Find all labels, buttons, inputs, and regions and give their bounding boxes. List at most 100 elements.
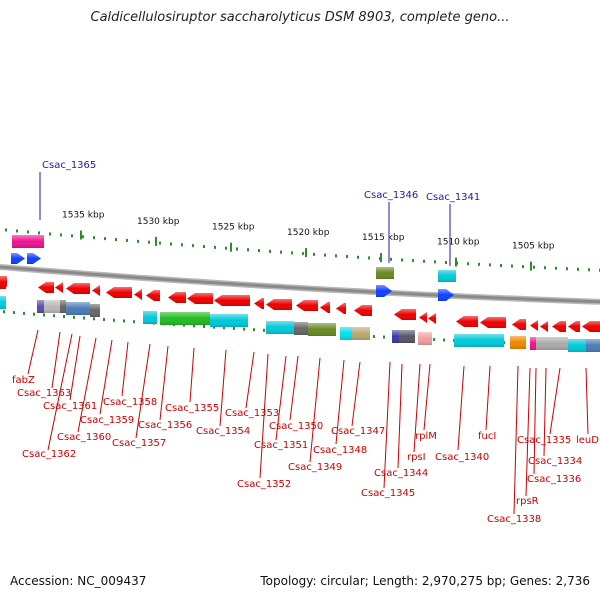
lower-dot [233,326,235,330]
scale-dot [214,245,216,249]
protein-domain-block-shade [530,337,536,350]
protein-domain-block-shade [37,300,44,313]
bottom-label-leader [99,339,113,415]
lower-dot [263,328,265,332]
bottom-label-leader [533,367,537,475]
bottom-label-leader [485,365,491,431]
upper-gene-arrow-shade [11,253,25,264]
bottom-label-leader [543,367,547,457]
scale-dot [533,265,535,269]
scale-dot [445,261,447,265]
scale-dot [192,244,194,248]
bottom-gene-label: Csac_1336 [527,474,581,485]
protein-domain-block-shade [160,312,210,325]
lower-dot [3,310,5,314]
scale-dot [115,238,117,242]
scale-dot [49,232,51,236]
protein-domain-block-shade [0,296,6,309]
gene-arrow-shade [419,312,427,323]
scale-dot [269,249,271,253]
scale-dot [170,242,172,246]
bottom-gene-label: Csac_1348 [313,445,367,456]
bottom-label-leader [397,363,403,469]
protein-domain-block-shade [510,336,526,349]
top-gene-label: Csac_1346 [364,190,418,201]
bottom-gene-label: Csac_1334 [528,456,582,467]
bottom-label-leader [549,367,561,435]
scale-dot [346,255,348,259]
scale-dot [137,239,139,243]
scale-tick-label: 1510 kbp [437,238,480,248]
bottom-gene-label: fucI [478,431,496,442]
bottom-label-leader [309,357,321,463]
protein-domain-block-shade [352,327,370,340]
lower-dot [133,320,135,324]
lower-dot [243,327,245,331]
bottom-gene-label: Csac_1358 [103,397,157,408]
scale-tick-mark [230,242,232,252]
scale-dot [258,249,260,253]
upper-domain-block-shade [12,235,44,248]
scale-tick-label: 1515 kbp [362,233,405,243]
bottom-gene-label: Csac_1353 [225,408,279,419]
scale-dot [489,263,491,267]
bottom-gene-label: Csac_1352 [237,479,291,490]
scale-tick-label: 1505 kbp [512,242,555,252]
gene-arrow-shade [480,317,506,328]
scale-dot [566,267,568,271]
lower-dot [213,325,215,329]
scale-dot [159,241,161,245]
gene-arrow-shade [168,292,186,303]
protein-domain-block-shade [454,334,476,347]
protein-domain-block-shade [399,330,415,343]
bottom-gene-label: Csac_1350 [269,421,323,432]
bottom-label-leader [77,337,97,433]
top-gene-label: Csac_1341 [426,192,480,203]
lower-dot [113,318,115,322]
genome-summary-text: Topology: circular; Length: 2,970,275 bp… [260,574,590,588]
bottom-label-leader [219,349,227,427]
scale-dot [335,254,337,258]
upper-domain-block-shade [376,267,394,279]
lower-dot [373,335,375,339]
scale-dot [467,262,469,266]
lower-dot [23,311,25,315]
bottom-gene-label: rpsR [516,496,539,507]
gene-arrow-shade [134,289,142,300]
protein-domain-block-shade [90,304,100,317]
accession-text: Accession: NC_009437 [10,574,147,588]
gene-arrow-shade [266,299,292,310]
scale-tick-mark [380,253,382,263]
bottom-label-leader [525,367,531,497]
scale-dot [291,251,293,255]
gene-arrow-shade [38,282,54,293]
scale-dot [478,262,480,266]
gene-arrow-shade [336,303,346,314]
lower-dot [103,318,105,322]
protein-domain-block-shade [418,332,432,345]
bottom-gene-label: Csac_1363 [17,388,71,399]
lower-dot [83,316,85,320]
scale-dot [511,264,513,268]
bottom-label-leader [259,353,269,479]
lower-dot [193,324,195,328]
scale-tick-mark [155,236,157,246]
scale-tick-mark [455,257,457,267]
scale-dot [434,260,436,264]
scale-dot [368,256,370,260]
bottom-label-leader [383,361,391,489]
bottom-gene-label: Csac_1362 [22,449,76,460]
bottom-gene-label: rpsI [407,452,426,463]
upper-domain-block-shade [438,270,456,282]
scale-dot [203,245,205,249]
bottom-gene-label: Csac_1356 [138,420,192,431]
scale-dot [93,236,95,240]
protein-domain-block-shade [60,300,66,313]
bottom-gene-label: Csac_1351 [254,440,308,451]
lower-dot [63,315,65,319]
gene-arrow-shade [354,305,372,316]
scale-dot [302,252,304,256]
scale-dot [357,255,359,259]
bottom-gene-label: fabZ [12,375,35,386]
